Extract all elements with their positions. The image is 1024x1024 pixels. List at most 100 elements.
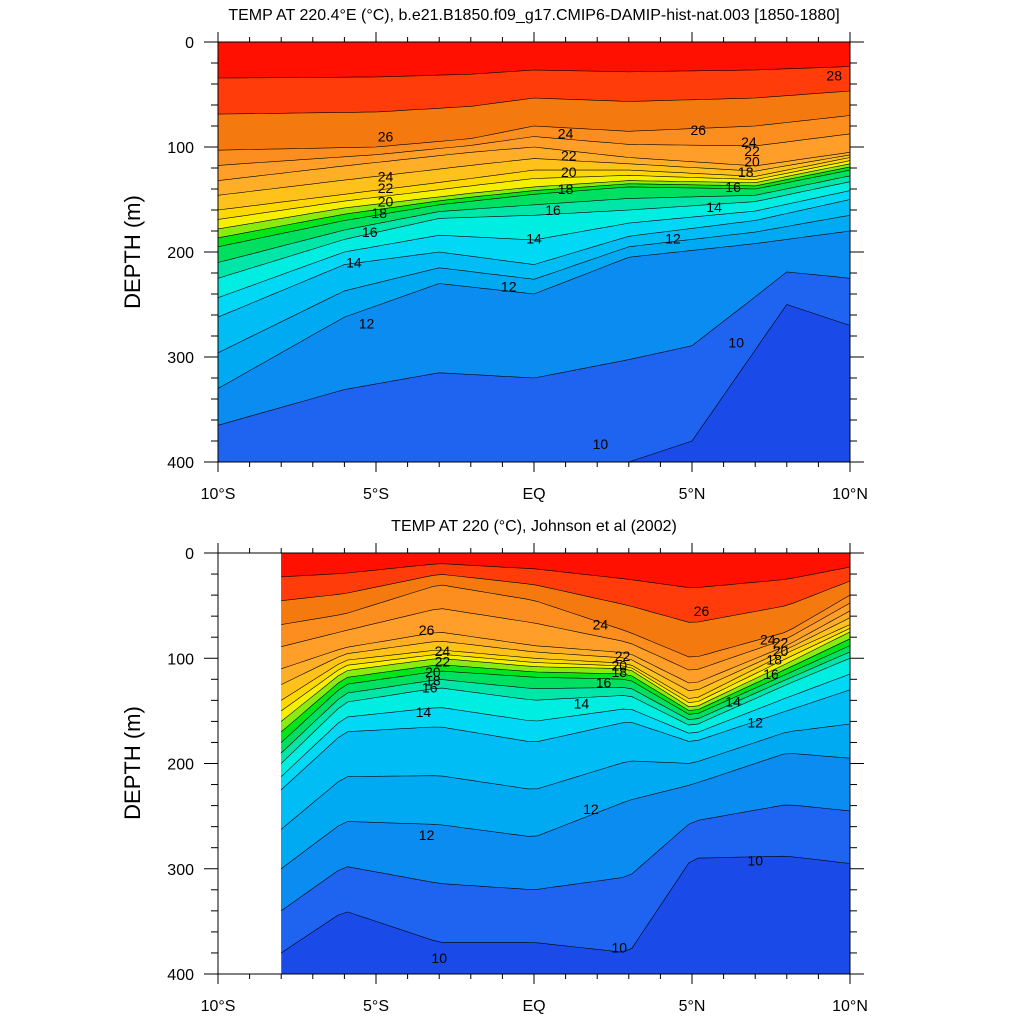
isotherm-line-25 <box>218 133 850 166</box>
contour-label: 26 <box>419 622 435 638</box>
isotherm-line-24 <box>218 146 850 181</box>
isotherm-line-27 <box>218 90 850 115</box>
x-tick-label: 10°S <box>201 486 236 503</box>
isotherm-line-23 <box>281 617 850 692</box>
contour-label: 12 <box>665 230 681 246</box>
y-tick-label: 0 <box>185 546 194 563</box>
isotherm-line-17 <box>218 175 850 263</box>
contour-label: 14 <box>526 230 542 246</box>
isotherm-line-14 <box>218 199 850 318</box>
isotherm-line-16 <box>218 181 850 279</box>
contour-label: 14 <box>706 199 722 215</box>
contour-label: 16 <box>422 680 438 696</box>
contour-label: 20 <box>425 664 441 680</box>
contour-label: 28 <box>826 68 842 84</box>
contour-label: 26 <box>694 603 710 619</box>
axis-ticks-model: 10°S 5°S EQ 5°N 10°N 0 100 200 300 400 <box>167 32 868 503</box>
x-tick-label: 5°S <box>363 998 389 1015</box>
contour-label: 18 <box>558 181 574 197</box>
contour-label: 26 <box>378 129 394 145</box>
axis-ticks-observed: 10°S 5°S EQ 5°N 10°N 0 100 200 300 400 <box>167 543 868 1015</box>
contour-label: 10 <box>612 940 628 956</box>
x-tick-label: 5°N <box>679 998 706 1015</box>
isotherm-line-21 <box>281 628 850 712</box>
isotherm-line-17 <box>280 651 850 754</box>
panel-model: TEMP AT 220.4°E (°C), b.e21.B1850.f09_g1… <box>120 7 868 503</box>
isotherm-line-28 <box>281 563 850 588</box>
contour-label: 24 <box>378 168 394 184</box>
contour-label: 10 <box>747 852 763 868</box>
panel-observed-title: TEMP AT 220 (°C), Johnson et al (2002) <box>391 518 677 535</box>
contour-label: 22 <box>378 180 394 196</box>
contour-label: 10 <box>593 436 609 452</box>
contour-label: 14 <box>574 696 590 712</box>
isotherm-line-13 <box>281 723 850 830</box>
contour-label: 24 <box>760 631 776 647</box>
contour-label: 12 <box>747 715 763 731</box>
isotherm-line-18 <box>218 169 850 248</box>
y-tick-label: 200 <box>167 757 194 774</box>
contour-label: 14 <box>346 255 362 271</box>
temperature-band-28 <box>218 42 850 78</box>
contour-label: 12 <box>419 827 435 843</box>
isotherm-line-10 <box>281 855 850 954</box>
x-tick-label: EQ <box>522 486 545 503</box>
isotherm-line-26 <box>281 584 850 658</box>
isotherm-line-22 <box>218 157 850 211</box>
isotherm-line-12 <box>281 753 850 870</box>
contour-label: 20 <box>612 658 628 674</box>
contour-label: 22 <box>435 653 451 669</box>
contour-label: 16 <box>362 224 378 240</box>
isotherm-line-24 <box>281 610 850 684</box>
contour-label: 24 <box>435 643 451 659</box>
x-tick-label: 5°N <box>679 486 706 503</box>
y-tick-label: 400 <box>167 967 194 984</box>
isotherm-line-19 <box>218 166 850 239</box>
isotherm-line-27 <box>281 574 850 623</box>
isotherm-line-18 <box>280 645 850 743</box>
x-tick-label: 5°S <box>363 486 389 503</box>
contour-label: 18 <box>738 164 754 180</box>
y-tick-label: 100 <box>167 651 194 668</box>
isotherm-line-14 <box>280 689 850 791</box>
contour-label: 22 <box>615 648 631 664</box>
y-tick-label: 100 <box>167 140 194 157</box>
isotherm-line-25 <box>281 602 850 671</box>
x-tick-label: 10°N <box>832 486 868 503</box>
contour-label: 16 <box>596 675 612 691</box>
y-axis-label-model: DEPTH (m) <box>120 195 145 309</box>
y-axis-label-observed: DEPTH (m) <box>120 706 145 820</box>
contour-label: 16 <box>725 179 741 195</box>
contour-label: 24 <box>558 125 574 141</box>
contour-label: 20 <box>378 194 394 210</box>
isotherm-line-10 <box>218 304 850 462</box>
contour-label: 14 <box>725 693 741 709</box>
contour-label: 22 <box>773 635 789 651</box>
contour-label: 10 <box>728 334 744 350</box>
y-tick-label: 200 <box>167 245 194 262</box>
contour-label: 10 <box>431 950 447 966</box>
isotherm-line-15 <box>218 190 850 298</box>
contour-label: 16 <box>545 202 561 218</box>
isotherm-line-15 <box>280 673 850 777</box>
contour-label: 22 <box>744 143 760 159</box>
contour-label: 12 <box>501 279 517 295</box>
x-tick-label: EQ <box>522 998 545 1015</box>
contour-label: 18 <box>425 672 441 688</box>
y-tick-label: 0 <box>185 35 194 52</box>
temperature-band-28 <box>281 553 850 588</box>
contour-label: 24 <box>593 617 609 633</box>
contour-label: 12 <box>583 801 599 817</box>
y-tick-label: 300 <box>167 862 194 879</box>
isotherm-line-11 <box>218 271 850 426</box>
contour-label: 16 <box>763 666 779 682</box>
isotherm-line-20 <box>281 631 850 722</box>
y-tick-label: 300 <box>167 350 194 367</box>
panel-model-title: TEMP AT 220.4°E (°C), b.e21.B1850.f09_g1… <box>228 7 839 24</box>
isotherm-line-11 <box>281 804 850 912</box>
isotherm-line-23 <box>218 154 850 196</box>
isotherm-line-22 <box>281 624 850 701</box>
